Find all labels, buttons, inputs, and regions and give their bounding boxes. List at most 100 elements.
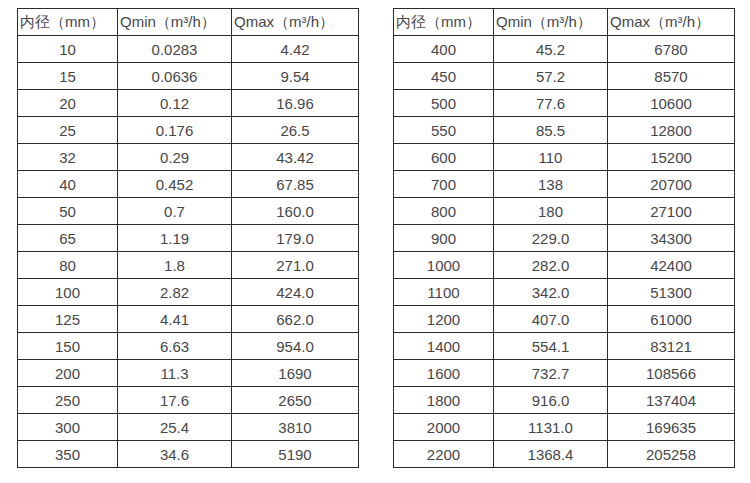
table-cell: 179.0 <box>232 225 359 252</box>
table-cell: 732.7 <box>494 360 608 387</box>
table-row: 801.8271.0 <box>18 252 359 279</box>
table-cell: 1368.4 <box>494 441 608 468</box>
table-row: 400.45267.85 <box>18 171 359 198</box>
table-cell: 6.63 <box>118 333 232 360</box>
table-row: 100.02834.42 <box>18 36 359 63</box>
table-row: 250.17626.5 <box>18 117 359 144</box>
table-cell: 15 <box>18 63 118 90</box>
table-cell: 2000 <box>394 414 494 441</box>
table-cell: 27100 <box>608 198 735 225</box>
header-inner-diameter: 内径（mm） <box>18 9 118 36</box>
table-cell: 4.42 <box>232 36 359 63</box>
table-row: 200.1216.96 <box>18 90 359 117</box>
table-cell: 50 <box>18 198 118 225</box>
table-cell: 10 <box>18 36 118 63</box>
tables-container: 内径（mm） Qmin（m³/h） Qmax（m³/h） 100.02834.4… <box>17 8 735 468</box>
table-cell: 108566 <box>608 360 735 387</box>
table-cell: 2200 <box>394 441 494 468</box>
table-cell: 600 <box>394 144 494 171</box>
table-cell: 180 <box>494 198 608 225</box>
header-qmax: Qmax（m³/h） <box>608 9 735 36</box>
table-cell: 450 <box>394 63 494 90</box>
table-row: 25017.62650 <box>18 387 359 414</box>
table-row: 500.7160.0 <box>18 198 359 225</box>
table-cell: 200 <box>18 360 118 387</box>
table-cell: 80 <box>18 252 118 279</box>
header-qmax: Qmax（m³/h） <box>232 9 359 36</box>
table-cell: 9.54 <box>232 63 359 90</box>
table-cell: 1800 <box>394 387 494 414</box>
table-cell: 1690 <box>232 360 359 387</box>
table-cell: 10600 <box>608 90 735 117</box>
table-cell: 160.0 <box>232 198 359 225</box>
table-cell: 250 <box>18 387 118 414</box>
table-cell: 45.2 <box>494 36 608 63</box>
table-row: 20001131.0169635 <box>394 414 735 441</box>
table-cell: 0.452 <box>118 171 232 198</box>
header-qmin: Qmin（m³/h） <box>494 9 608 36</box>
table-cell: 4.41 <box>118 306 232 333</box>
table-cell: 8570 <box>608 63 735 90</box>
header-inner-diameter: 内径（mm） <box>394 9 494 36</box>
table-cell: 550 <box>394 117 494 144</box>
table-cell: 424.0 <box>232 279 359 306</box>
table-cell: 20700 <box>608 171 735 198</box>
table-row: 60011015200 <box>394 144 735 171</box>
table-cell: 26.5 <box>232 117 359 144</box>
table-cell: 1.8 <box>118 252 232 279</box>
table-cell: 271.0 <box>232 252 359 279</box>
table-cell: 662.0 <box>232 306 359 333</box>
table-row: 80018027100 <box>394 198 735 225</box>
table-cell: 2.82 <box>118 279 232 306</box>
table-cell: 1200 <box>394 306 494 333</box>
table-row: 40045.26780 <box>394 36 735 63</box>
table-cell: 1100 <box>394 279 494 306</box>
table-cell: 300 <box>18 414 118 441</box>
table-cell: 17.6 <box>118 387 232 414</box>
table-cell: 6780 <box>608 36 735 63</box>
table-cell: 138 <box>494 171 608 198</box>
table-cell: 40 <box>18 171 118 198</box>
table-cell: 25.4 <box>118 414 232 441</box>
table-header-row: 内径（mm） Qmin（m³/h） Qmax（m³/h） <box>394 9 735 36</box>
table-cell: 42400 <box>608 252 735 279</box>
table-row: 1002.82424.0 <box>18 279 359 306</box>
table-row: 30025.43810 <box>18 414 359 441</box>
table-cell: 110 <box>494 144 608 171</box>
header-qmin: Qmin（m³/h） <box>118 9 232 36</box>
table-row: 55085.512800 <box>394 117 735 144</box>
table-cell: 1131.0 <box>494 414 608 441</box>
table-cell: 1000 <box>394 252 494 279</box>
table-cell: 34300 <box>608 225 735 252</box>
table-cell: 400 <box>394 36 494 63</box>
table-cell: 12800 <box>608 117 735 144</box>
table-cell: 100 <box>18 279 118 306</box>
table-row: 1254.41662.0 <box>18 306 359 333</box>
table-cell: 150 <box>18 333 118 360</box>
table-row: 20011.31690 <box>18 360 359 387</box>
table-cell: 83121 <box>608 333 735 360</box>
table-cell: 20 <box>18 90 118 117</box>
table-row: 1100342.051300 <box>394 279 735 306</box>
table-row: 1000282.042400 <box>394 252 735 279</box>
table-row: 1600732.7108566 <box>394 360 735 387</box>
table-row: 1800916.0137404 <box>394 387 735 414</box>
flow-spec-table-large-diameters: 内径（mm） Qmin（m³/h） Qmax（m³/h） 40045.26780… <box>393 8 735 468</box>
table-cell: 1600 <box>394 360 494 387</box>
table-cell: 282.0 <box>494 252 608 279</box>
table-cell: 554.1 <box>494 333 608 360</box>
table-cell: 77.6 <box>494 90 608 117</box>
table-cell: 51300 <box>608 279 735 306</box>
table-body: 40045.2678045057.2857050077.61060055085.… <box>394 36 735 468</box>
table-cell: 2650 <box>232 387 359 414</box>
table-cell: 16.96 <box>232 90 359 117</box>
table-cell: 916.0 <box>494 387 608 414</box>
table-cell: 34.6 <box>118 441 232 468</box>
table-row: 70013820700 <box>394 171 735 198</box>
table-cell: 85.5 <box>494 117 608 144</box>
table-cell: 0.176 <box>118 117 232 144</box>
table-cell: 32 <box>18 144 118 171</box>
table-cell: 67.85 <box>232 171 359 198</box>
table-cell: 1.19 <box>118 225 232 252</box>
table-cell: 0.29 <box>118 144 232 171</box>
